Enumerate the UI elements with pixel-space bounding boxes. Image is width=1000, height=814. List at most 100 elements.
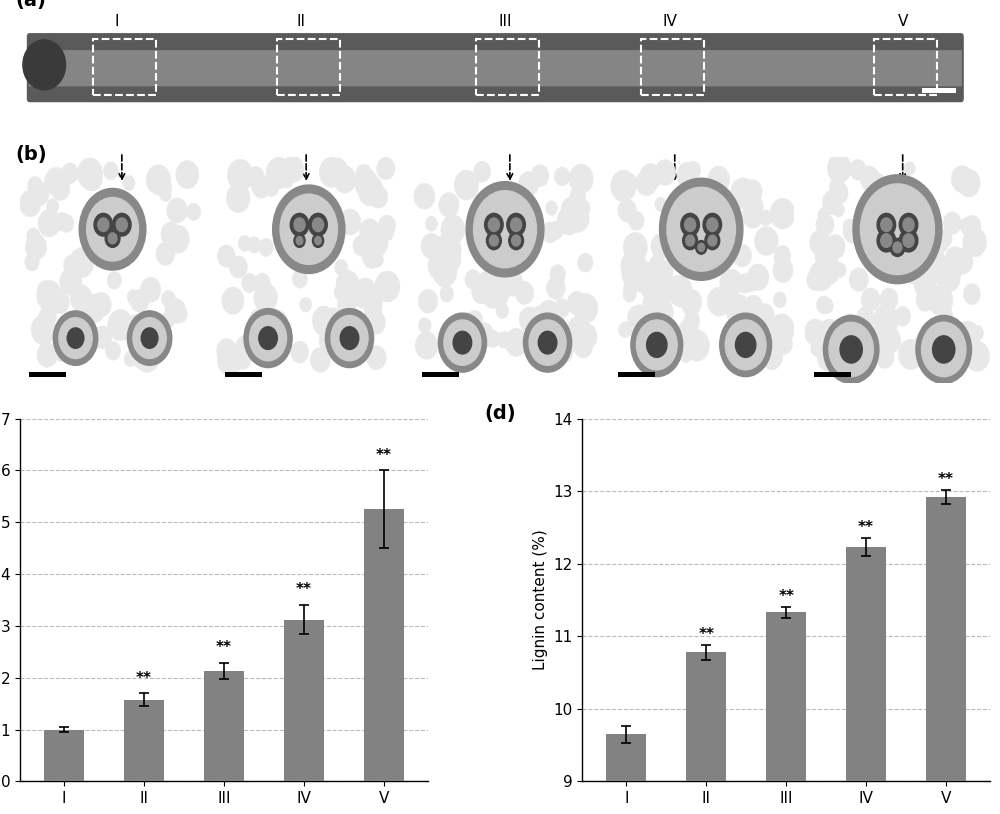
Circle shape	[952, 248, 973, 274]
Circle shape	[250, 315, 287, 361]
Circle shape	[233, 168, 252, 190]
Circle shape	[130, 289, 149, 313]
Circle shape	[356, 164, 372, 184]
Circle shape	[339, 209, 361, 235]
Circle shape	[44, 295, 61, 314]
Circle shape	[23, 40, 66, 90]
Circle shape	[681, 330, 695, 348]
Circle shape	[945, 247, 964, 269]
Circle shape	[578, 253, 593, 272]
Circle shape	[454, 170, 479, 200]
Circle shape	[336, 271, 357, 297]
Circle shape	[245, 168, 259, 186]
Circle shape	[37, 280, 62, 311]
Circle shape	[554, 167, 570, 186]
Circle shape	[290, 213, 309, 236]
Circle shape	[264, 179, 278, 197]
Circle shape	[647, 332, 667, 357]
Circle shape	[91, 292, 111, 317]
Circle shape	[643, 295, 656, 312]
FancyBboxPatch shape	[27, 33, 964, 103]
FancyBboxPatch shape	[29, 50, 962, 86]
Circle shape	[642, 283, 656, 300]
Circle shape	[440, 237, 461, 264]
Circle shape	[769, 314, 794, 344]
Circle shape	[876, 346, 894, 369]
Circle shape	[29, 182, 49, 206]
Circle shape	[622, 264, 640, 287]
Circle shape	[809, 260, 834, 291]
Circle shape	[963, 283, 980, 304]
Circle shape	[87, 172, 100, 188]
Bar	[766, 612, 806, 814]
Circle shape	[727, 297, 751, 327]
Circle shape	[742, 180, 762, 204]
Circle shape	[377, 157, 395, 180]
Circle shape	[860, 167, 880, 191]
Circle shape	[725, 276, 737, 291]
Circle shape	[238, 235, 251, 252]
Circle shape	[903, 234, 914, 247]
Circle shape	[322, 308, 344, 335]
Circle shape	[567, 205, 589, 232]
Circle shape	[247, 237, 261, 253]
Bar	[29, 372, 66, 377]
Circle shape	[371, 252, 383, 267]
Circle shape	[378, 215, 396, 236]
Circle shape	[754, 304, 774, 328]
Circle shape	[358, 175, 383, 206]
Circle shape	[874, 304, 897, 333]
Circle shape	[933, 265, 948, 284]
Circle shape	[67, 328, 84, 348]
Bar	[124, 699, 164, 781]
Circle shape	[441, 326, 457, 345]
Circle shape	[329, 158, 347, 180]
Circle shape	[683, 231, 698, 250]
Circle shape	[828, 189, 842, 206]
Circle shape	[103, 162, 118, 180]
Circle shape	[171, 229, 187, 248]
Circle shape	[763, 327, 782, 351]
Circle shape	[444, 320, 481, 365]
Circle shape	[965, 341, 990, 371]
Circle shape	[428, 251, 452, 280]
Circle shape	[474, 284, 489, 303]
Circle shape	[749, 266, 762, 282]
Circle shape	[933, 234, 948, 253]
Circle shape	[259, 239, 273, 256]
Circle shape	[473, 322, 494, 348]
Circle shape	[681, 213, 699, 236]
Circle shape	[767, 343, 779, 357]
Circle shape	[77, 158, 103, 189]
Circle shape	[254, 283, 277, 313]
Circle shape	[98, 218, 109, 231]
Circle shape	[675, 291, 687, 308]
Circle shape	[915, 333, 931, 353]
Circle shape	[916, 288, 935, 311]
Circle shape	[94, 213, 113, 236]
Circle shape	[127, 290, 139, 304]
Circle shape	[618, 322, 631, 337]
Circle shape	[367, 294, 382, 313]
Circle shape	[515, 282, 534, 304]
Circle shape	[775, 246, 790, 265]
Circle shape	[776, 334, 793, 354]
Circle shape	[914, 271, 936, 298]
Circle shape	[353, 278, 377, 307]
Circle shape	[113, 213, 131, 236]
Circle shape	[222, 287, 244, 314]
Circle shape	[815, 249, 827, 264]
Circle shape	[105, 342, 121, 360]
Circle shape	[37, 342, 57, 367]
Circle shape	[133, 317, 166, 358]
Circle shape	[938, 306, 952, 323]
Circle shape	[708, 235, 717, 246]
Circle shape	[654, 160, 676, 186]
Circle shape	[19, 190, 41, 217]
Circle shape	[440, 286, 454, 302]
Circle shape	[496, 303, 509, 319]
Circle shape	[474, 190, 536, 268]
Circle shape	[951, 165, 973, 192]
Circle shape	[570, 187, 585, 207]
Circle shape	[708, 166, 730, 193]
